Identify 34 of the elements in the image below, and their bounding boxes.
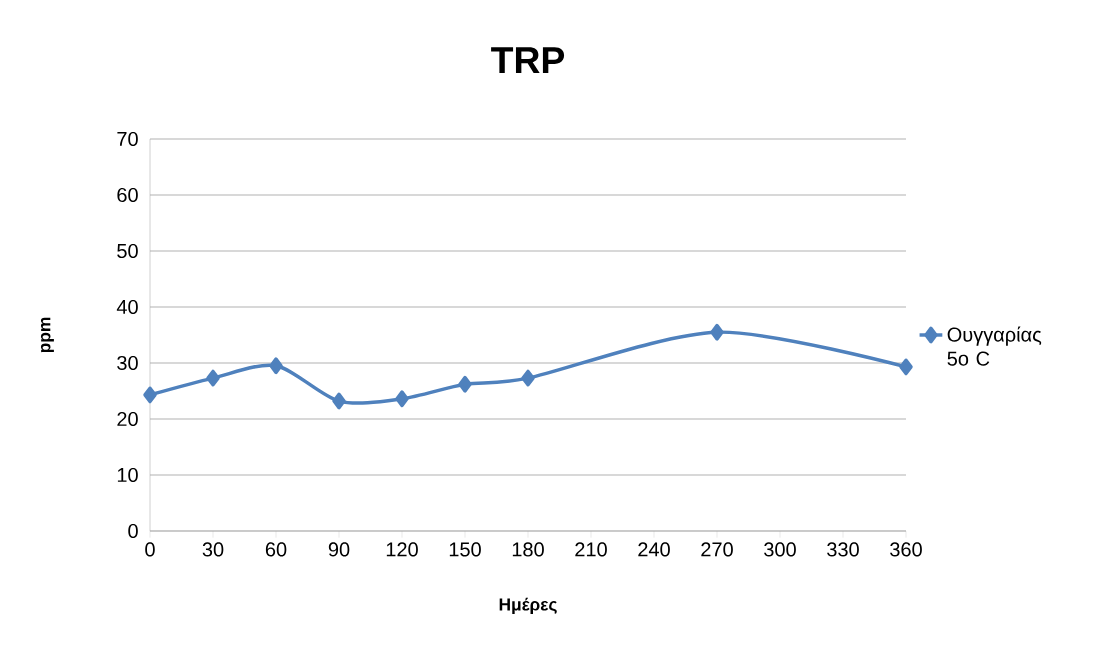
y-tick-label: 50	[117, 243, 138, 259]
point	[206, 369, 220, 387]
x-tick-label: 240	[638, 542, 670, 557]
x-tick-label: 300	[764, 542, 796, 557]
legend-label: Ουγγαρίας 5ο C	[947, 326, 1042, 366]
x-tick-label: 0	[145, 542, 155, 557]
x-tick-label: 210	[575, 542, 607, 557]
y-tick-label: 70	[117, 131, 138, 147]
x-tick-label: 150	[449, 542, 481, 557]
x-tick-label: 180	[512, 542, 544, 557]
point	[143, 386, 157, 404]
point	[395, 390, 409, 408]
point	[458, 375, 472, 393]
y-tick-label: 20	[117, 411, 138, 427]
x-tick-label: 60	[265, 542, 287, 557]
point	[269, 357, 283, 375]
x-tick-label: 30	[202, 542, 224, 557]
y-tick-label: 10	[117, 467, 138, 483]
y-axis-title: ppm	[40, 317, 54, 353]
x-tick-label: 90	[328, 542, 350, 557]
x-tick-label: 330	[827, 542, 859, 557]
point	[899, 358, 913, 376]
chart-title: TRP	[491, 47, 565, 73]
point	[332, 392, 346, 410]
point	[521, 369, 535, 387]
y-tick-label: 60	[117, 187, 138, 203]
x-tick-label: 360	[890, 542, 922, 557]
y-tick-label: 30	[117, 355, 138, 371]
y-tick-label: 0	[128, 523, 138, 539]
point	[710, 323, 724, 341]
x-tick-label: 270	[701, 542, 733, 557]
x-tick-label: 120	[386, 542, 418, 557]
y-tick-label: 40	[116, 299, 138, 315]
x-axis-title: Ημέρες	[499, 597, 557, 615]
